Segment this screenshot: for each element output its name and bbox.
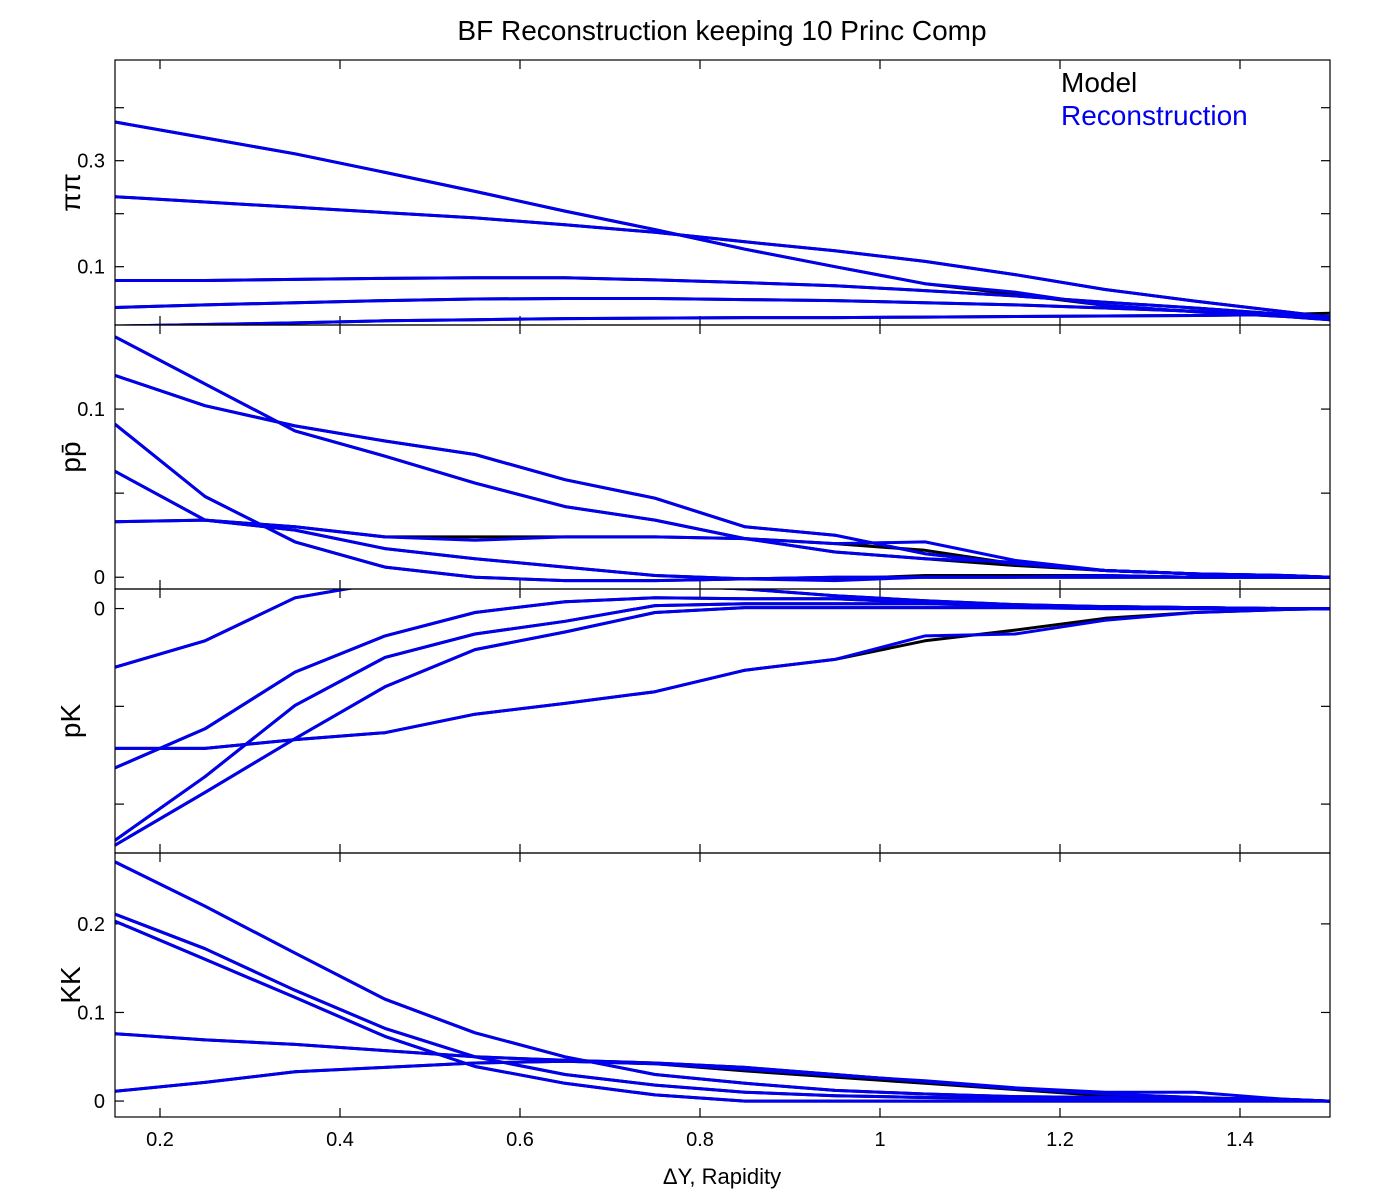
x-tick-label: 1.4	[1226, 1129, 1254, 1151]
series-group	[115, 335, 1330, 583]
reconstruction-line-5	[115, 606, 1330, 847]
reconstruction-line-2	[115, 607, 1330, 750]
x-tick-label: 0.6	[506, 1129, 534, 1151]
x-tick-label: 0.4	[326, 1129, 354, 1151]
reconstruction-line-5	[115, 518, 1330, 579]
x-tick-label: 1.2	[1046, 1129, 1074, 1151]
y-tick-label: 0	[94, 1091, 105, 1113]
y-axis-label: KK	[55, 966, 86, 1004]
reconstruction-line-3	[115, 276, 1330, 319]
x-tick-label: 1	[874, 1129, 885, 1151]
reconstruction-line-4	[115, 297, 1330, 320]
series-group	[115, 120, 1330, 325]
reconstruction-line-2	[115, 912, 1330, 1103]
y-tick-label: 0.1	[77, 257, 105, 279]
y-tick-label: 0.1	[77, 399, 105, 421]
series-group	[115, 589, 1330, 847]
legend-entry: Reconstruction	[1061, 100, 1248, 131]
reconstruction-line-3	[115, 919, 1330, 1103]
x-axis-label: ΔY, Rapidity	[663, 1164, 781, 1189]
y-axis-label: pK	[55, 704, 86, 739]
panel-3: 0 pK	[55, 588, 1331, 854]
chart-title: BF Reconstruction keeping 10 Princ Comp	[457, 15, 986, 46]
panel-frame	[114, 852, 1331, 1118]
panel-4: 0.2 0.4 0.6 0.8 1 1.2 1.4 0 0.1 0.2 KK	[55, 852, 1331, 1151]
reconstruction-line-5	[115, 1059, 1330, 1103]
y-axis-label: ππ	[55, 173, 86, 212]
reconstruction-line-4	[115, 1032, 1330, 1103]
y-tick-label: 0.1	[77, 1002, 105, 1024]
y-axis-label: pp̄	[55, 441, 86, 472]
x-tick-label: 0.8	[686, 1129, 714, 1151]
y-tick-label: 0.2	[77, 914, 105, 936]
x-tick-label: 0.2	[146, 1129, 174, 1151]
y-tick-label: 0.3	[77, 151, 105, 173]
panel-2: 0 0.1 pp̄	[55, 324, 1331, 590]
reconstruction-line-4	[115, 469, 1330, 583]
y-tick-label: 0	[94, 567, 105, 589]
reconstruction-line-2	[115, 195, 1330, 319]
reconstruction-line-5	[115, 312, 1330, 325]
series-group	[115, 860, 1330, 1103]
legend-entry: Model	[1061, 67, 1137, 98]
y-tick-label: 0	[94, 599, 105, 621]
